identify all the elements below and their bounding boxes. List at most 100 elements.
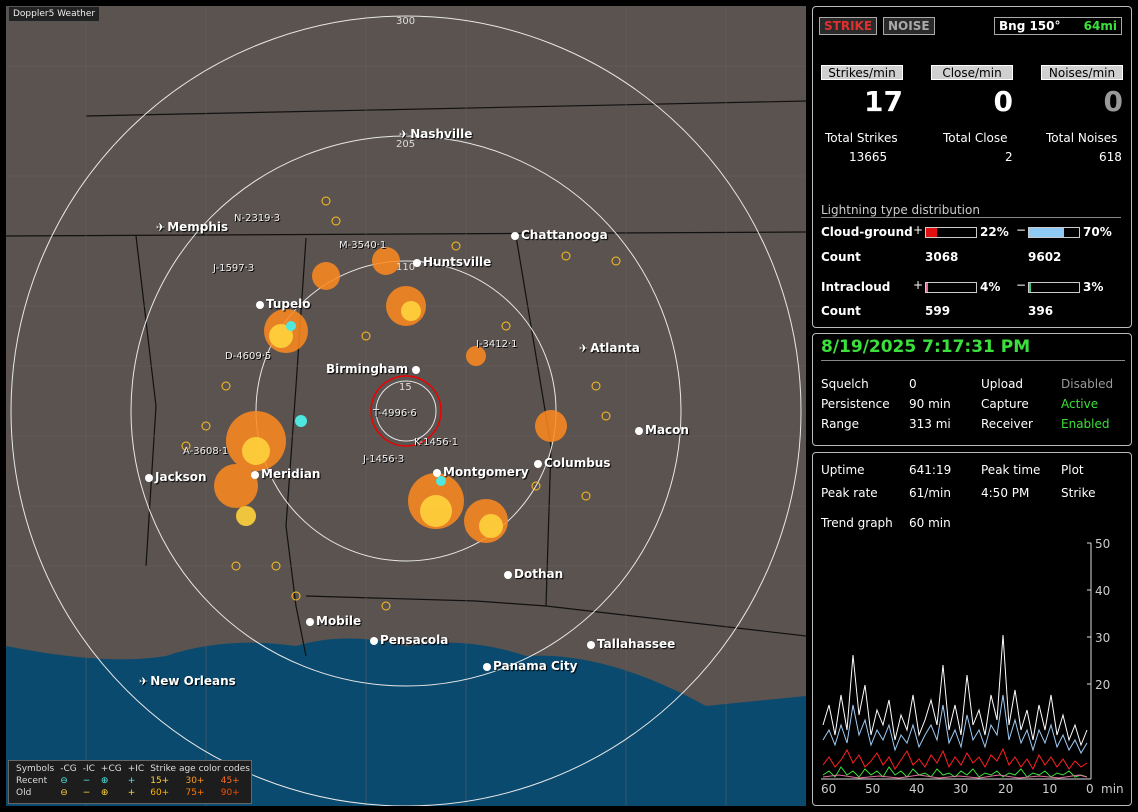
city-mobile[interactable]: Mobile: [306, 614, 361, 628]
city-chattanooga[interactable]: Chattanooga: [511, 228, 608, 242]
ring-label-300: 300: [396, 16, 416, 27]
persistence-value[interactable]: 90 min: [909, 397, 951, 411]
city-nashville[interactable]: ✈ Nashville: [399, 127, 473, 141]
storm-label[interactable]: T-4996·6: [373, 408, 417, 419]
age-code: 15+: [150, 776, 170, 786]
city-dot-icon: [145, 473, 153, 482]
airport-icon: ✈: [579, 342, 589, 355]
distribution-title: Lightning type distribution: [821, 203, 1121, 218]
storm-label[interactable]: J-1456·3: [363, 454, 405, 465]
ring-label-15: 15: [399, 382, 412, 393]
trend-graph-value[interactable]: 60 min: [909, 516, 951, 530]
storm-label[interactable]: I-3412·1: [476, 339, 518, 350]
x-tick: 10: [1042, 782, 1058, 796]
city-panama-city[interactable]: Panama City: [483, 659, 577, 673]
storm-label[interactable]: K-1456·1: [414, 437, 459, 448]
uptime-label: Uptime: [821, 463, 865, 477]
city-huntsville[interactable]: Huntsville: [413, 255, 491, 269]
ic-positive-pct: 4%: [980, 280, 1001, 294]
peak-time-value: 4:50 PM: [981, 486, 1030, 500]
cg-count-label: Count: [821, 250, 861, 264]
noises-per-min-header: Noises/min: [1041, 65, 1123, 80]
cg-negative-sign: −: [1016, 223, 1027, 237]
city-new-orleans[interactable]: ✈ New Orleans: [139, 674, 236, 688]
city-dot-icon: [306, 617, 314, 626]
cg-positive-bar: [925, 227, 977, 238]
receiver-label: Receiver: [981, 417, 1033, 431]
strikes-per-min-header: Strikes/min: [821, 65, 903, 80]
x-tick: 0: [1086, 782, 1094, 796]
cg-negative-pct: 70%: [1083, 225, 1112, 239]
total-strikes-label: Total Strikes: [825, 131, 898, 145]
squelch-value[interactable]: 0: [909, 377, 917, 391]
airport-icon: ✈: [156, 221, 166, 234]
trend-panel: Uptime 641:19 Peak time Plot Peak rate 6…: [812, 452, 1132, 806]
upload-value[interactable]: Disabled: [1061, 377, 1114, 391]
ic-negative-bar: [1028, 282, 1080, 293]
city-macon[interactable]: Macon: [635, 423, 689, 437]
settings-panel: 8/19/2025 7:17:31 PM Squelch 0 Upload Di…: [812, 333, 1132, 446]
neg-cg-recent-icon: ⊖: [60, 776, 68, 786]
legend-header-age: Strike age color codes: [150, 764, 250, 774]
city-pensacola[interactable]: Pensacola: [370, 633, 448, 647]
ic-count-label: Count: [821, 304, 861, 318]
city-dot-icon: [256, 300, 264, 309]
city-dothan[interactable]: Dothan: [504, 567, 563, 581]
intracloud-label: Intracloud: [821, 280, 891, 294]
ic-positive-bar: [925, 282, 977, 293]
cg-negative-count: 9602: [1028, 250, 1062, 264]
city-tallahassee[interactable]: Tallahassee: [587, 637, 675, 651]
noises-per-min-value: 0: [1103, 85, 1123, 118]
city-dot-icon: [413, 258, 421, 267]
cg-positive-pct: 22%: [980, 225, 1009, 239]
receiver-value[interactable]: Enabled: [1061, 417, 1110, 431]
noise-toggle-button[interactable]: NOISE: [883, 17, 935, 35]
storm-label[interactable]: A-3608·1: [183, 446, 229, 457]
city-dot-icon: [511, 231, 519, 240]
storm-label[interactable]: M-3540·1: [339, 240, 387, 251]
cg-positive-sign: +: [913, 223, 924, 237]
city-dot-icon: [251, 470, 259, 479]
city-columbus[interactable]: Columbus: [534, 456, 611, 470]
range-value[interactable]: 313 mi: [909, 417, 951, 431]
ring-label-110: 110: [396, 262, 416, 273]
airport-icon: ✈: [399, 128, 409, 141]
ring-label-205: 205: [396, 139, 416, 150]
age-code: 90+: [220, 788, 240, 798]
city-dot-icon: [587, 640, 595, 649]
strike-clusters: [181, 196, 621, 611]
y-tick: 40: [1095, 584, 1111, 598]
age-code: 30+: [185, 776, 205, 786]
capture-label: Capture: [981, 397, 1029, 411]
city-meridian[interactable]: Meridian: [251, 467, 320, 481]
peak-time-label: Peak time: [981, 463, 1041, 477]
squelch-label: Squelch: [821, 377, 869, 391]
close-per-min-value: 0: [993, 85, 1013, 118]
ic-negative-count: 396: [1028, 304, 1054, 318]
ic-positive-count: 599: [925, 304, 951, 318]
plot-value[interactable]: Strike: [1061, 486, 1096, 500]
storm-label[interactable]: N-2319·3: [234, 213, 281, 224]
uptime-value: 641:19: [909, 463, 952, 477]
y-tick: 20: [1095, 678, 1111, 692]
city-jackson[interactable]: Jackson: [145, 470, 207, 484]
trend-graph: [821, 542, 1092, 780]
city-memphis[interactable]: ✈ Memphis: [156, 220, 229, 234]
age-code: 75+: [185, 788, 205, 798]
city-atlanta[interactable]: ✈ Atlanta: [579, 341, 640, 355]
city-tupelo[interactable]: Tupelo: [256, 297, 311, 311]
strike-toggle-button[interactable]: STRIKE: [819, 17, 878, 35]
plot-label: Plot: [1061, 463, 1084, 477]
storm-label[interactable]: J-1597·3: [213, 263, 255, 274]
total-close-value: 2: [1005, 150, 1013, 164]
lightning-map[interactable]: Doppler5 Weather 300 205 110 15 ✈ Nashvil…: [6, 6, 806, 806]
trend-graph-label: Trend graph: [821, 516, 893, 530]
city-montgomery[interactable]: Montgomery: [433, 465, 529, 479]
storm-label[interactable]: D-4609·5: [225, 351, 272, 362]
x-axis-unit: min: [1101, 782, 1124, 796]
city-birmingham[interactable]: Birmingham: [326, 362, 422, 376]
x-tick: 50: [865, 782, 881, 796]
capture-value[interactable]: Active: [1061, 397, 1099, 411]
airport-icon: ✈: [139, 675, 149, 688]
map-canvas: [6, 6, 806, 806]
